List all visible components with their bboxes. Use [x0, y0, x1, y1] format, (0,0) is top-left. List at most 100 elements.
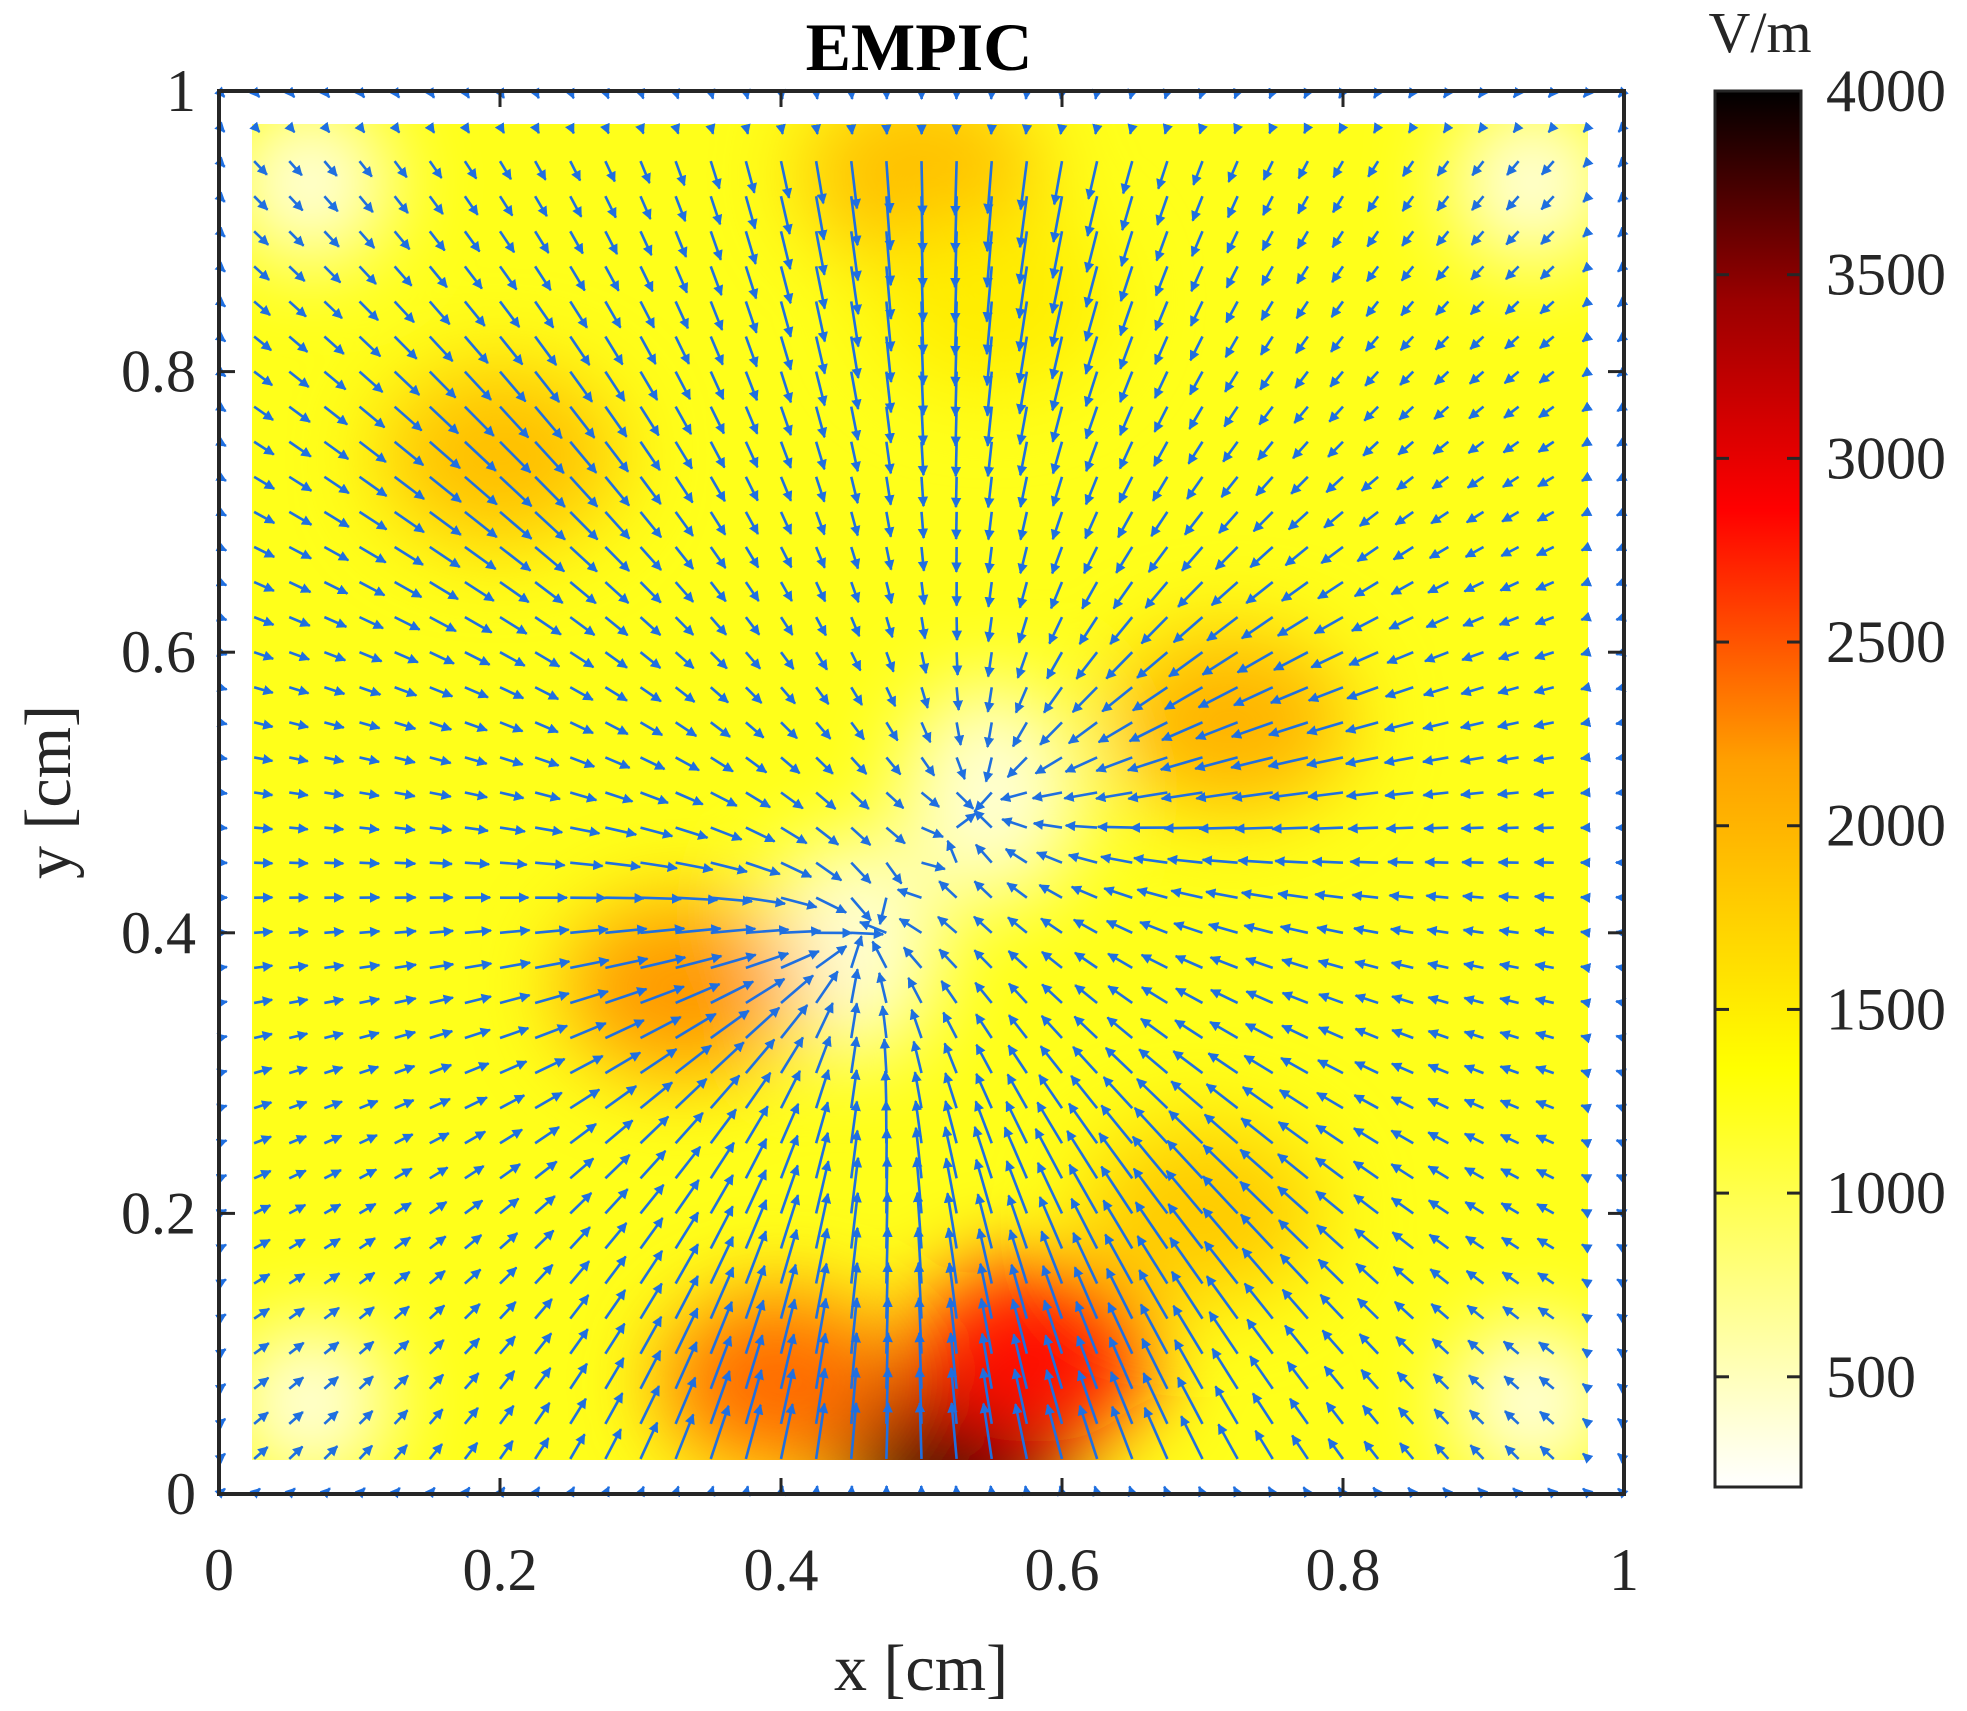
quiver-arrow	[393, 1305, 410, 1320]
quiver-arrow	[814, 1297, 830, 1354]
quiver-arrow	[674, 1179, 700, 1215]
quiver-arrow	[358, 1340, 375, 1355]
quiver-arrow	[393, 475, 425, 501]
quiver-arrow	[359, 857, 381, 869]
quiver-arrow	[674, 721, 698, 738]
quiver-arrow	[885, 756, 902, 776]
quiver-arrow	[498, 335, 524, 366]
quiver-arrow	[884, 616, 895, 639]
quiver-arrow	[288, 160, 303, 177]
quiver-arrow	[359, 1099, 379, 1110]
quiver-arrow	[498, 195, 514, 217]
quiver-arrow	[463, 1303, 481, 1320]
quiver-arrow	[639, 300, 656, 329]
quiver-arrow	[849, 1156, 863, 1214]
quiver-arrow	[639, 441, 661, 471]
quiver-arrow	[709, 1041, 745, 1075]
quiver-arrow	[849, 476, 861, 505]
quiver-arrow	[323, 580, 349, 595]
quiver-arrows	[214, 86, 1629, 1499]
quiver-arrow	[319, 121, 331, 134]
quiver-arrow	[709, 616, 728, 636]
quiver-arrow	[879, 1038, 891, 1074]
quiver-arrow	[674, 1211, 700, 1250]
quiver-arrow	[814, 1035, 832, 1074]
quiver-arrow	[534, 1195, 556, 1215]
quiver-arrow	[780, 756, 801, 775]
colorbar-tick-label: 1500	[1826, 976, 1946, 1042]
quiver-arrow	[428, 230, 446, 252]
quiver-arrow	[604, 1119, 634, 1145]
quiver-arrow	[499, 1335, 517, 1355]
quiver-arrow	[499, 992, 531, 1005]
colorbar-tick-label: 1000	[1826, 1160, 1946, 1226]
quiver-arrow	[1349, 856, 1379, 868]
quiver-arrow	[359, 1064, 380, 1075]
quiver-arrow	[986, 124, 998, 136]
quiver-arrow	[1579, 892, 1591, 904]
quiver-arrow	[393, 195, 409, 214]
quiver-arrow	[323, 195, 339, 213]
quiver-arrow	[639, 160, 651, 184]
quiver-arrow	[745, 861, 781, 877]
quiver-arrow	[253, 440, 275, 456]
quiver-arrow	[779, 266, 794, 305]
quiver-arrow	[535, 859, 566, 870]
quiver-arrow	[849, 160, 861, 210]
quiver-arrow	[394, 1029, 417, 1040]
quiver-arrow	[814, 160, 827, 205]
quiver-arrow	[670, 123, 681, 135]
quiver-arrow	[464, 959, 493, 971]
quiver-arrow	[710, 791, 738, 807]
quiver-arrow	[253, 788, 274, 799]
quiver-arrow	[814, 1227, 831, 1284]
quiver-arrow	[675, 861, 714, 874]
quiver-arrow	[710, 952, 757, 970]
quiver-arrow	[499, 545, 532, 572]
quiver-arrow	[569, 1226, 591, 1250]
quiver-arrow	[639, 370, 659, 401]
quiver-arrow	[604, 1188, 629, 1215]
quiver-arrow	[1197, 823, 1238, 834]
quiver-arrow	[744, 406, 759, 435]
quiver-arrow	[464, 926, 493, 937]
quiver-arrow	[710, 826, 743, 841]
quiver-arrow	[814, 476, 827, 503]
quiver-arrow	[911, 1126, 923, 1179]
quiver-arrow	[428, 1269, 446, 1285]
quiver-arrow	[779, 441, 793, 469]
quiver-arrow	[709, 1404, 731, 1460]
quiver-arrow	[253, 475, 276, 490]
quiver-arrow	[709, 265, 724, 296]
quiver-arrow	[744, 1334, 765, 1390]
quiver-arrow	[709, 1009, 750, 1040]
quiver-arrow	[710, 756, 734, 773]
quiver-arrow	[534, 581, 564, 605]
quiver-arrow	[849, 1100, 861, 1144]
quiver-arrow	[675, 982, 721, 1005]
quiver-arrow	[885, 651, 896, 673]
quiver-arrow	[850, 861, 872, 884]
quiver-arrow	[464, 545, 497, 571]
colorbar: V/m 500 1000 1500 2000 2500 3000 3500 4000	[1708, 0, 1946, 1489]
quiver-arrow	[1021, 124, 1033, 136]
quiver-arrow	[429, 994, 454, 1005]
quiver-arrow	[569, 756, 596, 769]
quiver-arrow	[674, 1243, 700, 1285]
quiver-arrow	[635, 122, 645, 135]
quiver-arrow	[1386, 856, 1414, 868]
quiver-arrow	[494, 122, 506, 134]
quiver-arrow	[533, 160, 547, 181]
quiver-arrow	[639, 721, 664, 737]
quiver-arrow	[674, 1307, 699, 1355]
quiver-arrow	[1385, 823, 1414, 834]
heat-corner	[252, 1322, 391, 1460]
quiver-arrow	[850, 546, 861, 570]
quiver-arrow	[358, 510, 388, 531]
quiver-arrow	[745, 791, 771, 809]
quiver-arrow	[849, 1226, 862, 1284]
quiver-arrow	[885, 791, 905, 810]
quiver-arrow	[394, 960, 417, 972]
quiver-arrow	[569, 1054, 604, 1075]
quiver-arrow	[394, 823, 416, 835]
